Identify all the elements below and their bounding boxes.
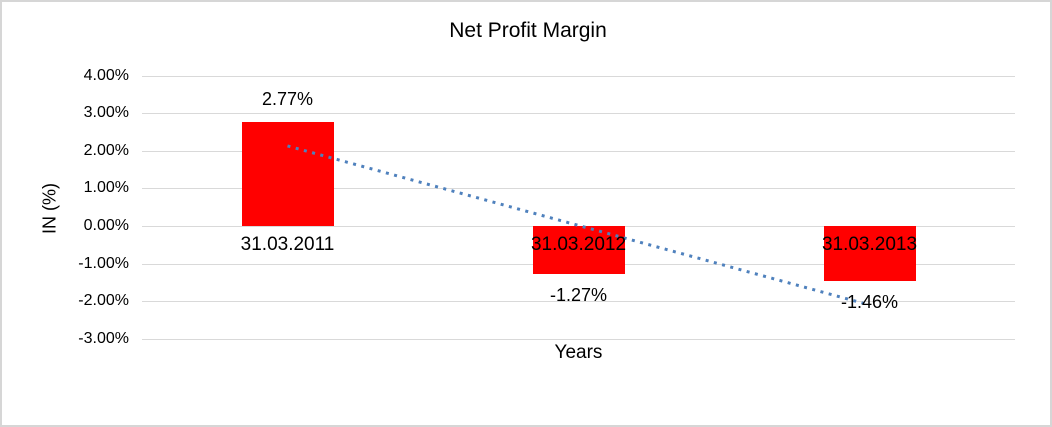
category-label: 31.03.2013 <box>821 234 918 255</box>
bar-31.03.2011 <box>241 121 334 226</box>
data-label: -1.27% <box>549 284 608 305</box>
gridline <box>142 75 1015 77</box>
category-label: 31.03.2012 <box>530 234 627 255</box>
x-axis-title: Years <box>554 342 603 363</box>
chart-title: Net Profit Margin <box>449 19 607 42</box>
gridline <box>142 338 1015 340</box>
y-axis-tick-label: 2.00% <box>83 141 129 159</box>
y-axis-tick-label: 3.00% <box>83 104 129 122</box>
y-axis-tick-label: 0.00% <box>83 217 129 234</box>
y-axis-tick-label: -2.00% <box>78 292 129 310</box>
y-axis-tick-label: 1.00% <box>83 179 129 197</box>
y-axis-tick-label: -3.00% <box>78 329 129 347</box>
data-label: 2.77% <box>261 88 314 109</box>
category-label: 31.03.2011 <box>240 234 335 255</box>
data-label: -1.46% <box>840 291 899 312</box>
y-axis-tick-label: 4.00% <box>83 66 129 84</box>
y-axis-tick-label: -1.00% <box>78 254 129 272</box>
gridline <box>142 113 1015 115</box>
